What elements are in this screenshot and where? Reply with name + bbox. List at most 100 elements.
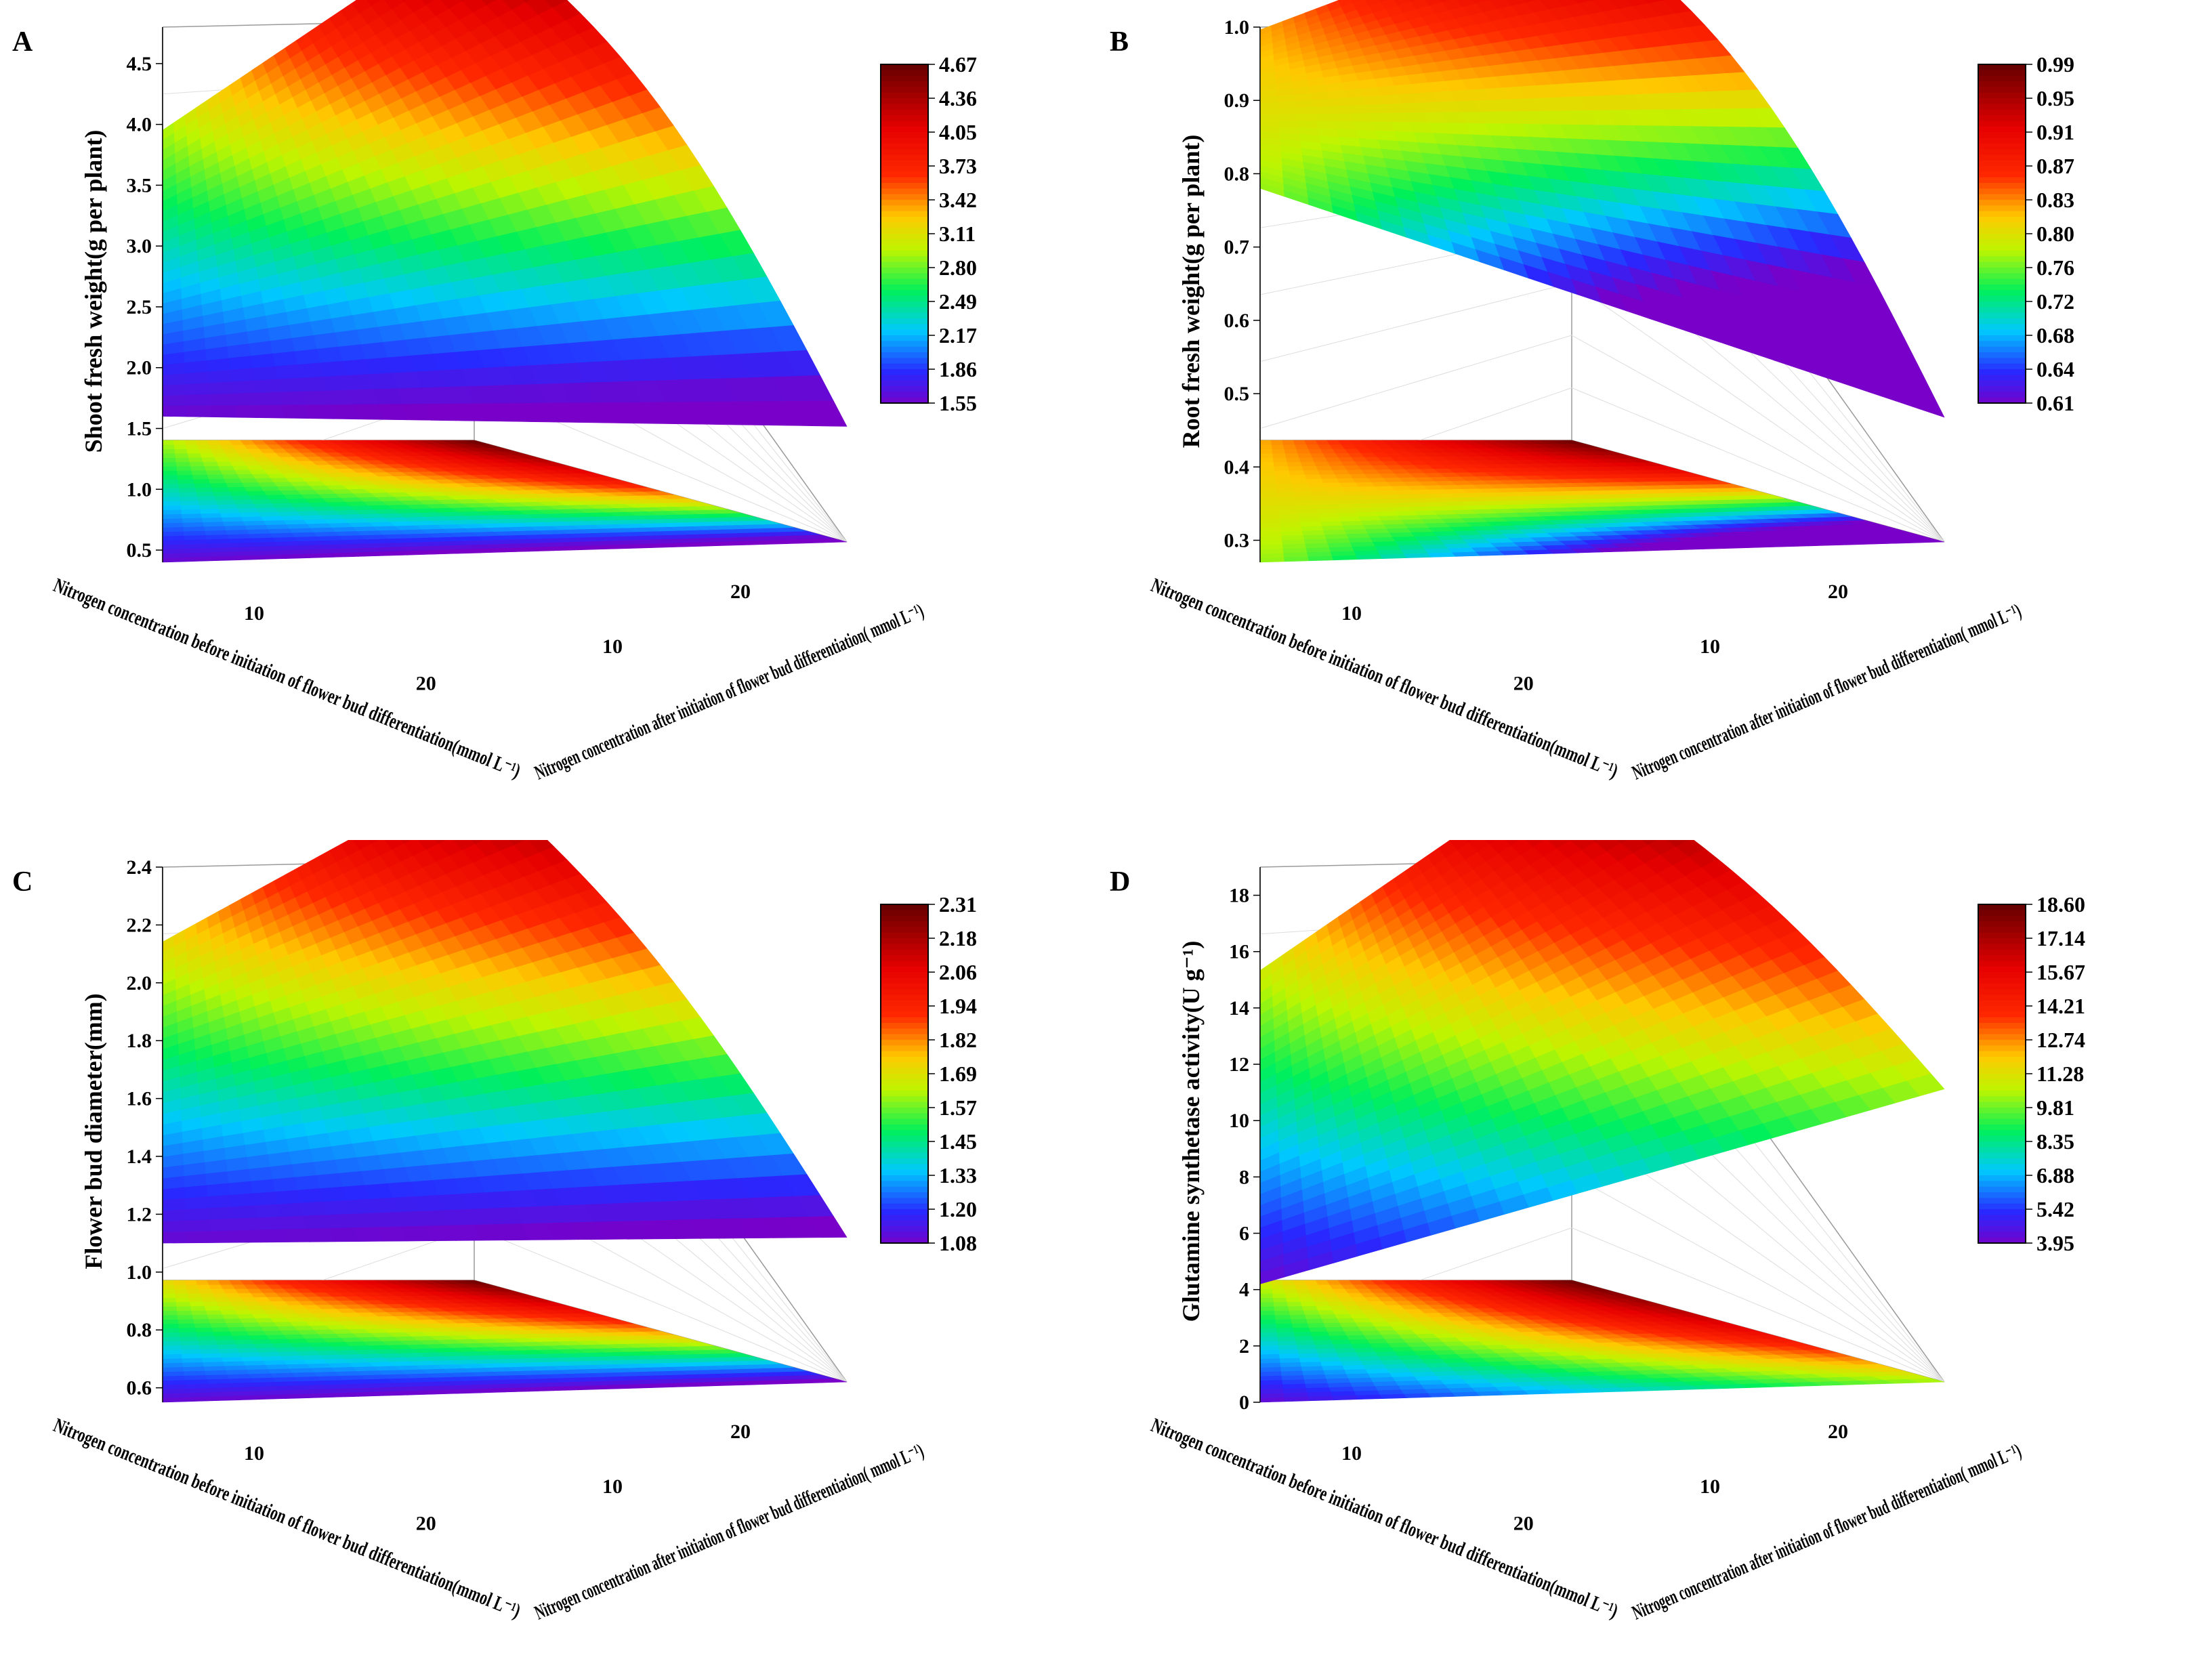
z-tick-label: 4 — [1239, 1279, 1249, 1301]
z-tick-label: 2.0 — [127, 357, 152, 379]
colorbar-tick-label: 1.86 — [939, 357, 977, 381]
z-tick-label: 12 — [1229, 1053, 1249, 1076]
colorbar-tick-label: 1.33 — [939, 1163, 977, 1188]
x-axis-label: Nitrogen concentration before initiation… — [50, 1414, 523, 1622]
colorbar-tick-label: 0.68 — [2036, 323, 2074, 348]
x-tick-label: 20 — [1513, 1512, 1534, 1534]
colorbar-tick-label: 1.55 — [939, 391, 977, 415]
colorbar-tick-label: 15.67 — [2036, 960, 2085, 984]
colorbar-tick-label: 0.72 — [2036, 289, 2074, 314]
y-axis-label: Nitrogen concentration after initiation … — [1629, 600, 2024, 784]
colorbar-tick-label: 0.64 — [2036, 357, 2074, 381]
colorbar-tick-label: 0.83 — [2036, 188, 2074, 212]
colorbar-tick-label: 1.08 — [939, 1231, 977, 1255]
colorbar: 0.99 0.95 0.91 0.87 0.83 0.80 0.76 0.72 0.68 0.64… — [1978, 52, 2074, 415]
colorbar-tick-label: 9.81 — [2036, 1095, 2074, 1120]
z-tick-label: 0.3 — [1224, 530, 1250, 552]
z-tick-label: 0.4 — [1224, 456, 1250, 478]
colorbar-tick-label: 0.95 — [2036, 86, 2074, 110]
surface — [162, 0, 848, 427]
panel-letter: B — [1110, 26, 1129, 58]
z-tick-label: 1.0 — [127, 1261, 152, 1284]
colorbar-tick-label: 8.35 — [2036, 1129, 2074, 1154]
panel-letter: D — [1110, 866, 1130, 898]
z-tick-label: 0.5 — [1224, 383, 1250, 405]
colorbar-tick-label: 2.31 — [939, 892, 977, 917]
z-tick-label: 10 — [1229, 1110, 1249, 1132]
colorbar-tick-label: 1.69 — [939, 1062, 977, 1086]
y-tick-label: 10 — [1700, 635, 1720, 658]
x-tick-label: 10 — [244, 1442, 264, 1465]
colorbar-tick-label: 2.17 — [939, 323, 977, 348]
y-tick-label: 10 — [602, 1475, 623, 1498]
z-axis: 0.5 1.0 1.5 2.0 2.5 3.0 3.5 4.0 4.5 — [127, 27, 163, 562]
floor-contour — [1259, 440, 1945, 563]
x-axis-label: Nitrogen concentration before initiation… — [1148, 574, 1621, 782]
colorbar-tick-label: 12.74 — [2036, 1028, 2085, 1052]
surface — [1259, 840, 1945, 1284]
colorbar-tick-label: 0.80 — [2036, 222, 2074, 246]
colorbar-tick-label: 1.82 — [939, 1028, 977, 1052]
x-axis-label: Nitrogen concentration before initiation… — [1148, 1414, 1621, 1622]
colorbar-tick-label: 1.45 — [939, 1129, 977, 1154]
z-axis: 0.3 0.4 0.5 0.6 0.7 0.8 0.9 1.0 — [1224, 16, 1261, 562]
x-tick-label: 20 — [416, 672, 436, 694]
colorbar-tick-label: 1.20 — [939, 1197, 977, 1221]
z-tick-label: 2.0 — [127, 972, 152, 994]
z-tick-label: 0.8 — [1224, 163, 1250, 185]
colorbar-tick-label: 2.80 — [939, 255, 977, 280]
z-tick-label: 3.5 — [127, 174, 152, 196]
colorbar-tick-label: 4.05 — [939, 120, 977, 144]
floor-contour — [162, 440, 848, 563]
colorbar-tick-label: 5.42 — [2036, 1197, 2074, 1221]
z-tick-label: 1.8 — [127, 1030, 152, 1052]
floor-contour — [162, 1280, 848, 1403]
z-axis-label: Shoot fresh weight(g per plant) — [80, 130, 107, 453]
z-tick-label: 6 — [1239, 1223, 1249, 1245]
y-tick-label: 20 — [730, 1421, 751, 1443]
colorbar-tick-label: 17.14 — [2036, 926, 2085, 950]
z-tick-label: 8 — [1239, 1166, 1249, 1188]
y-tick-label: 10 — [1700, 1475, 1720, 1498]
colorbar-tick-label: 0.91 — [2036, 120, 2074, 144]
y-tick-label: 20 — [1828, 581, 1848, 603]
colorbar: 2.31 2.18 2.06 1.94 1.82 1.69 1.57 1.45 1.33 1.20… — [880, 892, 977, 1255]
z-tick-label: 1.0 — [127, 478, 152, 501]
z-tick-label: 1.6 — [127, 1088, 152, 1110]
x-tick-label: 20 — [416, 1512, 436, 1534]
chart-panel-c: C 0.6 0.8 1.0 1.2 1.4 1.6 1.8 2.0 2.2 2.4 Flower bu… — [0, 840, 1098, 1680]
colorbar-tick-label: 0.87 — [2036, 154, 2074, 178]
y-axis-label: Nitrogen concentration after initiation … — [531, 600, 927, 784]
colorbar-tick-label: 3.42 — [939, 188, 977, 212]
z-axis-label: Glutamine synthetase activity(U g⁻¹) — [1177, 941, 1205, 1322]
colorbar-tick-label: 1.94 — [939, 994, 977, 1018]
y-tick-label: 20 — [730, 581, 751, 603]
x-tick-label: 10 — [1341, 1442, 1362, 1465]
y-axis-label: Nitrogen concentration after initiation … — [1629, 1440, 2024, 1624]
colorbar-tick-label: 0.61 — [2036, 391, 2074, 415]
z-tick-label: 1.4 — [127, 1146, 152, 1168]
z-tick-label: 4.0 — [127, 114, 152, 136]
z-tick-label: 2.4 — [127, 856, 152, 879]
colorbar-tick-label: 0.76 — [2036, 255, 2074, 280]
colorbar: 18.60 17.14 15.67 14.21 12.74 11.28 9.81 8.35 6.… — [1978, 892, 2085, 1255]
z-tick-label: 3.0 — [127, 235, 152, 257]
z-tick-label: 2.5 — [127, 296, 152, 318]
colorbar: 4.67 4.36 4.05 3.73 3.42 3.11 2.80 2.49 2.17 1.86… — [880, 52, 977, 415]
x-tick-label: 10 — [1341, 602, 1362, 625]
surface — [162, 840, 848, 1244]
y-axis-label: Nitrogen concentration after initiation … — [531, 1440, 927, 1624]
z-tick-label: 0.7 — [1224, 236, 1250, 259]
z-tick-label: 1.0 — [1224, 16, 1250, 39]
z-tick-label: 4.5 — [127, 53, 152, 75]
colorbar-tick-label: 2.06 — [939, 960, 977, 984]
colorbar-tick-label: 3.11 — [939, 222, 976, 246]
z-tick-label: 0 — [1239, 1391, 1249, 1414]
z-tick-label: 14 — [1229, 997, 1249, 1020]
colorbar-tick-label: 0.99 — [2036, 52, 2074, 77]
z-tick-label: 0.8 — [127, 1319, 152, 1341]
colorbar-tick-label: 18.60 — [2036, 892, 2085, 917]
z-tick-label: 0.9 — [1224, 89, 1250, 112]
z-tick-label: 0.6 — [127, 1377, 152, 1400]
z-axis-label: Flower bud diameter(mm) — [80, 993, 107, 1269]
